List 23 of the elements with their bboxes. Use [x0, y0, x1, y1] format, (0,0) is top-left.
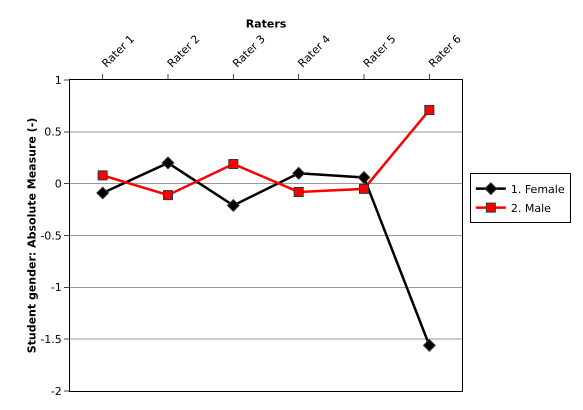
point: [228, 158, 238, 169]
x-axis-title: Raters: [246, 17, 287, 30]
point: [424, 105, 434, 116]
y-tick-label: -1: [50, 281, 62, 294]
legend-label: 2. Male: [510, 202, 552, 215]
y-axis-title: Student gender: Absolute Measure (-): [25, 118, 38, 354]
y-tick-label: 1: [54, 74, 62, 87]
y-tick-label: 0: [54, 178, 62, 191]
point: [358, 171, 370, 184]
point: [163, 190, 173, 200]
point: [162, 156, 174, 170]
point: [292, 166, 306, 180]
y-tick-label: -1.5: [40, 333, 62, 346]
point: [96, 186, 110, 200]
y-tick-label: 0.5: [44, 126, 62, 139]
point: [294, 186, 304, 197]
y-tick-label: -0.5: [40, 229, 62, 242]
point: [359, 184, 369, 194]
legend-label: 1. Female: [510, 182, 565, 196]
y-tick-label: -2: [50, 384, 62, 398]
point: [98, 170, 108, 180]
point: [226, 199, 240, 212]
point: [422, 339, 436, 352]
